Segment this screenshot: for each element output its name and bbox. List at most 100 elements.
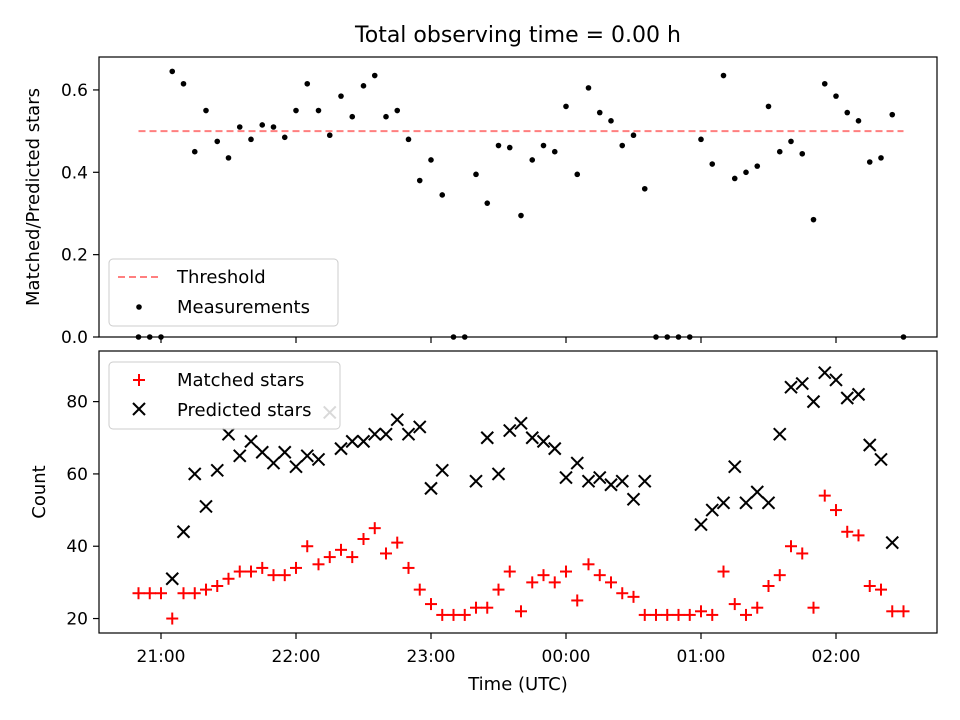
predicted-point: [300, 449, 314, 463]
measurement-point: [506, 144, 513, 151]
predicted-point: [199, 499, 213, 514]
matched-point: [222, 572, 235, 585]
matched-point: [155, 587, 167, 600]
measurement-point: [731, 175, 738, 182]
measurement-point: [225, 155, 232, 161]
top-y-axis-label: Matched/Predicted stars: [23, 88, 44, 306]
matched-point: [616, 587, 629, 600]
measurement-point: [810, 216, 817, 223]
bottom-y-tick-label: 60: [66, 465, 88, 485]
predicted-point: [289, 459, 303, 474]
matched-point: [357, 533, 370, 545]
legend-predicted-swatch: [132, 402, 146, 416]
predicted-point: [368, 427, 382, 441]
predicted-point: [548, 441, 562, 456]
measurement-point: [878, 155, 884, 161]
matched-point: [335, 543, 347, 556]
predicted-point: [773, 427, 787, 441]
measurement-point: [585, 85, 592, 91]
matched-point: [492, 583, 505, 596]
top-y-tick-label: 0.4: [61, 163, 88, 183]
predicted-point: [829, 373, 843, 387]
matched-point: [447, 608, 460, 621]
predicted-point: [863, 438, 877, 452]
predicted-point: [233, 449, 247, 463]
x-tick-label: 23:00: [407, 647, 456, 667]
predicted-point: [750, 485, 764, 499]
legend-measurements-swatch: [136, 304, 142, 310]
measurement-point: [799, 150, 806, 157]
measurement-point: [495, 142, 502, 149]
matched-point: [661, 608, 674, 621]
matched-point: [391, 536, 404, 549]
matched-point: [526, 576, 539, 589]
predicted-point: [435, 463, 449, 478]
measurement-point: [518, 212, 524, 219]
measurement-point: [293, 107, 299, 114]
predicted-point: [221, 427, 236, 441]
predicted-point: [739, 496, 753, 510]
top-y-tick-label: 0.0: [61, 328, 88, 348]
predicted-point: [593, 470, 607, 485]
matched-point: [425, 598, 437, 611]
predicted-point: [761, 496, 776, 510]
measurement-point: [641, 185, 648, 192]
predicted-point: [311, 452, 326, 467]
predicted-point: [278, 445, 292, 459]
matched-point: [256, 561, 269, 574]
matched-point: [515, 605, 527, 618]
matched-point: [233, 565, 246, 578]
matched-point: [301, 540, 314, 553]
measurement-point: [720, 72, 727, 79]
measurement-point: [788, 138, 794, 145]
matched-point: [740, 608, 752, 621]
matched-point: [470, 601, 482, 614]
measurement-point: [743, 169, 749, 176]
matched-point: [863, 580, 876, 592]
matched-point: [830, 504, 842, 517]
measurement-point: [473, 171, 479, 178]
measurement-point: [248, 136, 254, 143]
matched-point: [177, 587, 190, 600]
matched-point: [650, 608, 662, 621]
predicted-point: [176, 525, 191, 539]
matched-point: [548, 576, 561, 589]
matched-point: [751, 601, 764, 614]
measurement-point: [709, 161, 716, 167]
matched-point: [728, 598, 741, 611]
matched-point: [290, 561, 302, 574]
measurement-point: [315, 107, 322, 114]
matched-point: [605, 576, 617, 589]
top-y-tick-label: 0.6: [61, 81, 88, 101]
measurement-point: [596, 109, 603, 116]
matched-point: [886, 605, 899, 618]
top-y-tick-label: 0.2: [61, 246, 88, 266]
measurement-point: [866, 159, 873, 165]
legend-matched-label: Matched stars: [177, 370, 304, 391]
measurement-point: [405, 136, 412, 143]
predicted-point: [266, 456, 281, 470]
matched-point: [717, 565, 730, 578]
predicted-point: [210, 463, 224, 478]
matched-point: [211, 580, 224, 592]
predicted-point: [638, 474, 652, 488]
predicted-point: [570, 456, 584, 470]
measurement-point: [833, 93, 839, 99]
matched-point: [785, 540, 797, 553]
x-tick-label: 00:00: [542, 647, 591, 667]
measurement-point: [416, 177, 423, 184]
measurement-point: [821, 80, 828, 87]
matched-point: [413, 583, 426, 596]
matched-point: [132, 587, 145, 600]
measurement-point: [889, 111, 896, 118]
matched-point: [672, 608, 685, 621]
predicted-point: [503, 423, 517, 438]
matched-point: [143, 587, 156, 600]
matched-point: [368, 522, 381, 535]
matched-point: [267, 569, 280, 582]
predicted-point: [784, 380, 798, 394]
predicted-point: [626, 492, 641, 506]
measurement-point: [630, 132, 637, 139]
measurement-point: [428, 157, 434, 163]
